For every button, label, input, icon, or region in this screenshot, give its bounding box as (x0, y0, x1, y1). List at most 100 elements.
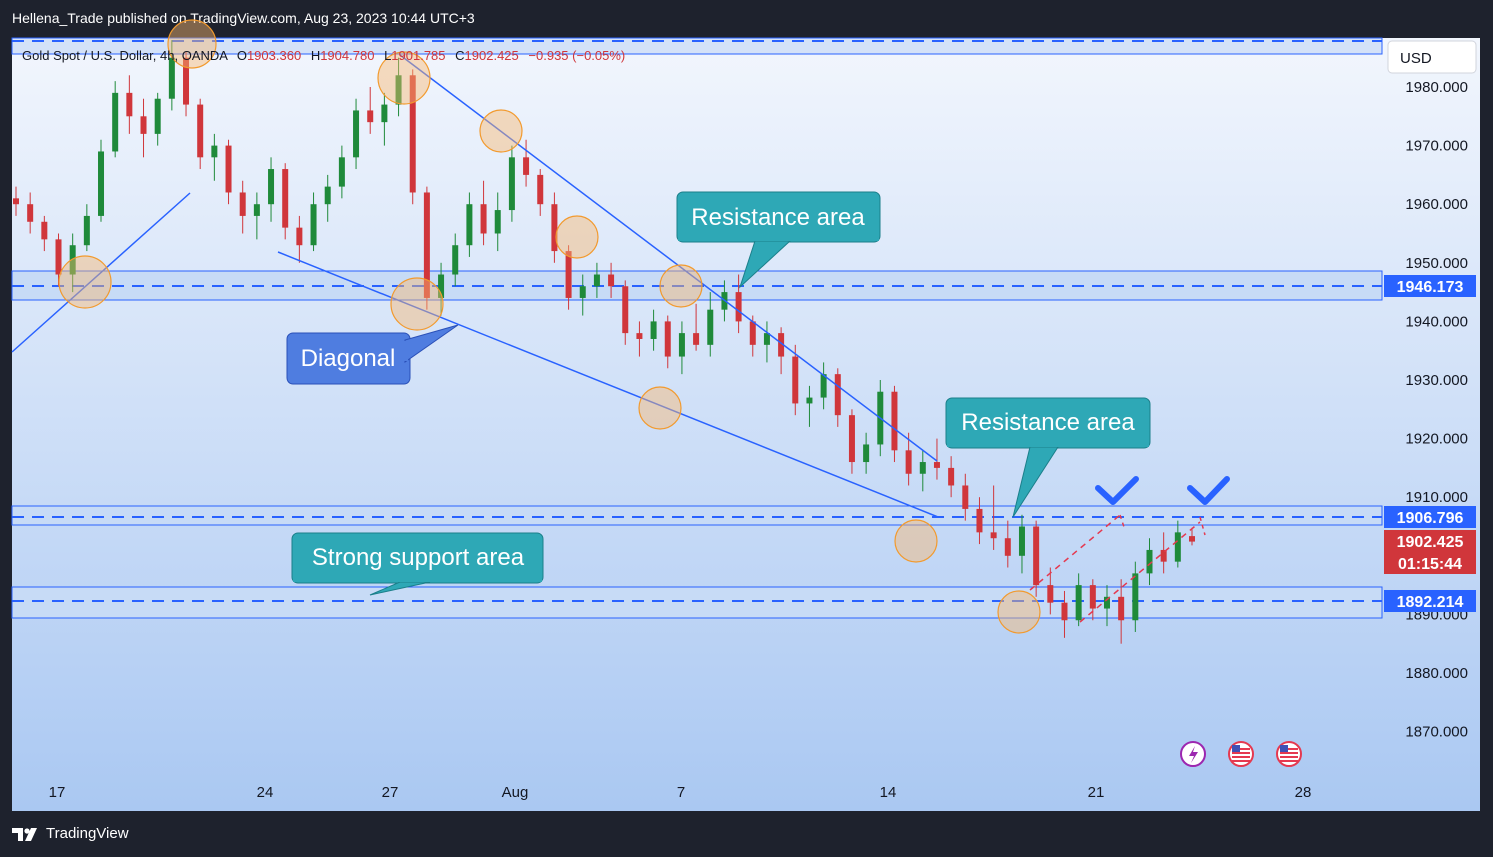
callout-resistance-bottom[interactable]: Resistance area (945, 397, 1151, 518)
highlight-circle (58, 255, 112, 309)
legend-c-label: C (455, 48, 464, 63)
legend-h-value: 1904.780 (320, 48, 374, 63)
trendline-upper[interactable] (399, 54, 938, 462)
tradingview-brand: TradingView (46, 825, 129, 842)
price-badge-bg (1384, 275, 1476, 297)
candle-body (239, 192, 246, 216)
candle-body (452, 245, 459, 275)
trendline-left[interactable] (11, 192, 191, 353)
callout-support[interactable]: Strong support area (291, 532, 544, 596)
candle-body (310, 204, 317, 246)
legend-c-value: 1902.425 (465, 48, 519, 63)
candle-body (225, 145, 232, 193)
chart-area[interactable]: Resistance area Resistance area Diagonal… (0, 0, 1493, 813)
candle-body (367, 110, 374, 123)
callout-resistance-top[interactable]: Resistance area (676, 191, 881, 289)
candle-body (253, 204, 260, 216)
candle-body (650, 321, 657, 339)
support-zone (11, 586, 1383, 619)
time-tick-label: 7 (677, 784, 685, 801)
callout-label: Resistance area (961, 409, 1135, 436)
callout-label: Resistance area (691, 204, 865, 231)
candle-body (466, 204, 473, 246)
candle-body (820, 374, 827, 398)
candle-body (579, 286, 586, 298)
us-flag-icon (1228, 741, 1254, 767)
candle-body (338, 157, 345, 187)
price-tick-label: 1870.000 (1405, 724, 1468, 741)
candle-body (1146, 549, 1153, 574)
legend-o-label: O (237, 48, 247, 63)
highlight-circle (638, 386, 682, 430)
candle-body (183, 57, 190, 105)
candle-body (1089, 585, 1096, 609)
currency-label: USD (1400, 50, 1432, 67)
candle-body (593, 274, 600, 287)
event-icons[interactable] (1180, 741, 1302, 767)
price-tick-label: 1910.000 (1405, 489, 1468, 506)
highlight-circle (894, 519, 938, 563)
candle-body (1118, 596, 1125, 621)
candle-body (962, 485, 969, 509)
candle-body (792, 356, 799, 404)
price-tick-label: 1950.000 (1405, 255, 1468, 272)
candle-body (140, 116, 147, 134)
candle-body (1160, 549, 1167, 562)
time-tick-label: 24 (257, 784, 274, 801)
callout-label: Diagonal (301, 345, 396, 372)
highlight-circle (555, 215, 599, 259)
candle-body (622, 286, 629, 334)
candle-body (381, 104, 388, 123)
ohlc-legend: Gold Spot / U.S. Dollar, 4h, OANDA O1903… (22, 48, 625, 63)
legend-change: −0.935 (−0.05%) (528, 48, 625, 63)
candle-body (112, 92, 119, 152)
candle-body (919, 462, 926, 474)
legend-l-label: L (384, 48, 391, 63)
candle-body (834, 374, 841, 416)
candle-body (990, 532, 997, 539)
price-tick-label: 1960.000 (1405, 196, 1468, 213)
candle-body (296, 227, 303, 246)
candle-body (778, 333, 785, 357)
candle-body (353, 110, 360, 158)
candle-body (707, 309, 714, 345)
candle-body (423, 192, 430, 298)
candle-body (1061, 602, 1068, 621)
candle-body (848, 415, 855, 463)
resistance-zone-bottom (11, 505, 1383, 526)
candle-body (948, 467, 955, 486)
candle-body (551, 204, 558, 252)
candle-body (438, 274, 445, 298)
candle-body (126, 92, 133, 117)
price-badge-bg (1384, 530, 1476, 552)
candles-group (13, 40, 1195, 644)
candle-body (211, 145, 218, 158)
candle-body (1075, 585, 1082, 621)
highlight-circle (390, 277, 444, 331)
candle-body (480, 204, 487, 234)
currency-button[interactable] (1387, 40, 1477, 74)
time-tick-label: 27 (382, 784, 399, 801)
candle-body (763, 333, 770, 345)
candle-body (268, 169, 275, 205)
trendline-diagonal[interactable] (277, 251, 939, 518)
time-axis[interactable]: 17 24 27 Aug 7 14 21 28 (49, 784, 1312, 801)
time-tick-label: 14 (880, 784, 897, 801)
candle-body (933, 462, 940, 468)
price-badge-label: 1946.173 (1397, 279, 1464, 296)
price-tick-label: 1940.000 (1405, 313, 1468, 330)
candle-body (13, 198, 19, 205)
price-tick-label: 1880.000 (1405, 665, 1468, 682)
candle-body (154, 98, 161, 134)
price-tick-label: 1980.000 (1405, 79, 1468, 96)
candle-body (98, 151, 105, 216)
highlight-circle (479, 109, 523, 153)
callout-diagonal[interactable]: Diagonal (286, 324, 459, 385)
candle-body (1132, 573, 1139, 621)
published-info: Hellena_Trade published on TradingView.c… (12, 10, 475, 26)
candle-body (508, 157, 515, 211)
price-axis[interactable]: USD 1980.000 1970.000 1960.000 1950.000 1940… (1384, 40, 1477, 741)
tradingview-logo[interactable]: TradingView (12, 825, 129, 842)
price-badge-label: 01:15:44 (1398, 556, 1462, 573)
highlight-circle (997, 590, 1041, 634)
